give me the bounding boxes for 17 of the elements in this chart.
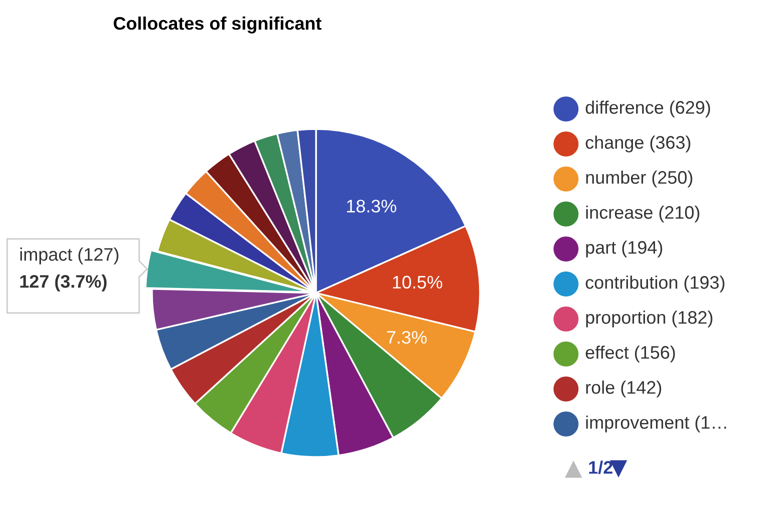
- legend-label: increase (210): [586, 206, 700, 222]
- legend-label: role (142): [586, 380, 662, 398]
- legend-label: improvement (1…: [586, 416, 726, 432]
- chart-title: Collocates of significant: [114, 16, 322, 34]
- legend-label: change (363): [586, 136, 690, 152]
- text: 1/2: [589, 460, 612, 474]
- legend-label: effect (156): [586, 346, 675, 362]
- text: 127 (3.7%): [20, 274, 107, 292]
- slice-label: impact (127): [20, 248, 118, 264]
- data-label: 10.5%: [393, 276, 442, 289]
- data-label: 7.3%: [387, 330, 427, 344]
- legend-label: number (250): [586, 170, 692, 188]
- legend-label: proportion (182): [586, 310, 712, 328]
- legend-label: part (194): [586, 240, 662, 258]
- legend-label: difference (629): [586, 100, 710, 118]
- legend-label: contribution (193): [586, 276, 724, 292]
- data-label: 18.3%: [347, 200, 396, 213]
